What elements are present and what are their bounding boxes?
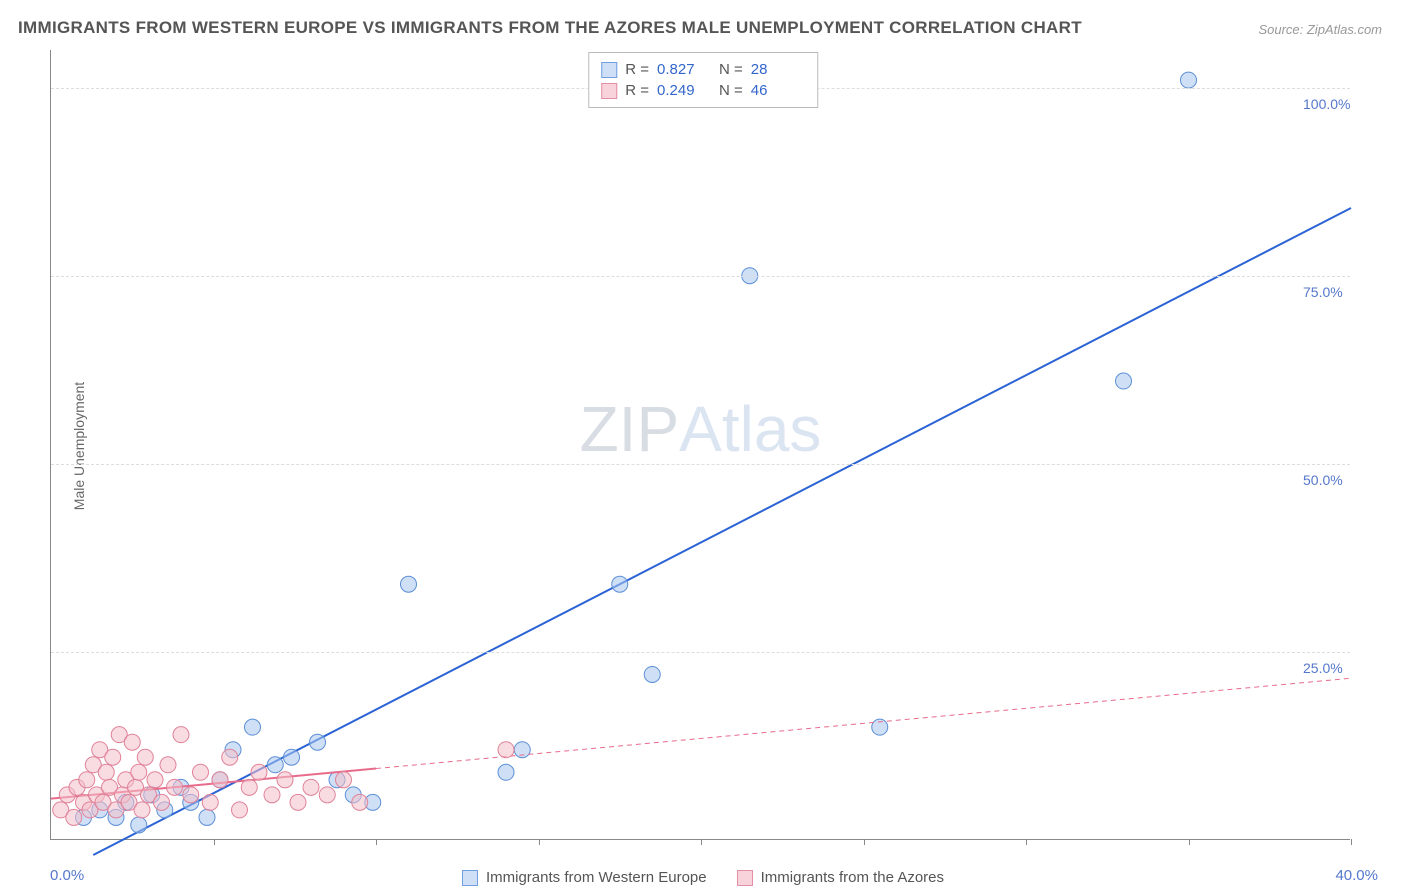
gridline [51,652,1350,653]
legend-stat-row: R = 0.827 N = 28 [601,59,805,80]
trend-line-azores [376,678,1351,768]
legend-label: Immigrants from the Azores [761,869,944,886]
data-point-azores [134,802,150,818]
y-tick-label: 25.0% [1303,660,1343,676]
data-point-azores [336,772,352,788]
legend-swatch [601,83,617,99]
data-point-azores [277,772,293,788]
legend-item: Immigrants from Western Europe [462,869,707,886]
legend-stat-row: R = 0.249 N = 46 [601,80,805,101]
x-tick [1189,839,1190,845]
data-point-western_europe [199,809,215,825]
data-point-azores [105,749,121,765]
trend-line-western_europe [93,208,1351,855]
chart-container: IMMIGRANTS FROM WESTERN EUROPE VS IMMIGR… [0,0,1406,892]
y-tick-label: 75.0% [1303,284,1343,300]
data-point-azores [147,772,163,788]
x-tick [864,839,865,845]
x-tick [701,839,702,845]
legend-label: Immigrants from Western Europe [486,869,707,886]
r-label: R = [625,61,649,78]
x-axis-origin-label: 0.0% [50,867,84,884]
data-point-azores [202,794,218,810]
data-point-western_europe [245,719,261,735]
data-point-western_europe [310,734,326,750]
legend-item: Immigrants from the Azores [737,869,944,886]
data-point-western_europe [131,817,147,833]
data-point-azores [232,802,248,818]
data-point-western_europe [644,666,660,682]
data-point-azores [183,787,199,803]
n-label: N = [719,61,743,78]
data-point-azores [79,772,95,788]
data-point-azores [290,794,306,810]
legend-top: R = 0.827 N = 28 R = 0.249 N = 46 [588,52,818,108]
chart-title: IMMIGRANTS FROM WESTERN EUROPE VS IMMIGR… [18,18,1082,38]
data-point-azores [160,757,176,773]
gridline [51,276,1350,277]
gridline [51,464,1350,465]
x-tick [539,839,540,845]
data-point-azores [98,764,114,780]
data-point-western_europe [401,576,417,592]
r-label: R = [625,82,649,99]
x-tick [1351,839,1352,845]
r-value: 0.249 [657,82,711,99]
r-value: 0.827 [657,61,711,78]
data-point-azores [131,764,147,780]
data-point-azores [154,794,170,810]
data-point-azores [124,734,140,750]
legend-bottom: Immigrants from Western Europe Immigrants… [462,869,944,886]
data-point-azores [498,742,514,758]
n-label: N = [719,82,743,99]
x-tick [1026,839,1027,845]
x-axis-max-label: 40.0% [1335,867,1378,884]
n-value: 46 [751,82,805,99]
data-point-western_europe [498,764,514,780]
source-label: Source: ZipAtlas.com [1258,22,1382,37]
plot-area: ZIPAtlas 25.0%50.0%75.0%100.0% [50,50,1350,840]
data-point-azores [352,794,368,810]
data-point-azores [167,779,183,795]
legend-swatch [462,870,478,886]
data-point-western_europe [1181,72,1197,88]
data-point-azores [193,764,209,780]
data-point-azores [137,749,153,765]
y-tick-label: 50.0% [1303,472,1343,488]
data-point-western_europe [284,749,300,765]
data-point-azores [303,779,319,795]
x-tick [376,839,377,845]
data-point-azores [222,749,238,765]
data-point-azores [241,779,257,795]
n-value: 28 [751,61,805,78]
data-point-western_europe [1116,373,1132,389]
data-point-azores [173,727,189,743]
data-point-azores [251,764,267,780]
plot-svg [51,50,1350,839]
data-point-azores [264,787,280,803]
data-point-azores [66,809,82,825]
data-point-western_europe [267,757,283,773]
data-point-western_europe [612,576,628,592]
data-point-azores [319,787,335,803]
legend-swatch [737,870,753,886]
data-point-azores [212,772,228,788]
legend-swatch [601,62,617,78]
y-tick-label: 100.0% [1303,96,1350,112]
x-tick [214,839,215,845]
